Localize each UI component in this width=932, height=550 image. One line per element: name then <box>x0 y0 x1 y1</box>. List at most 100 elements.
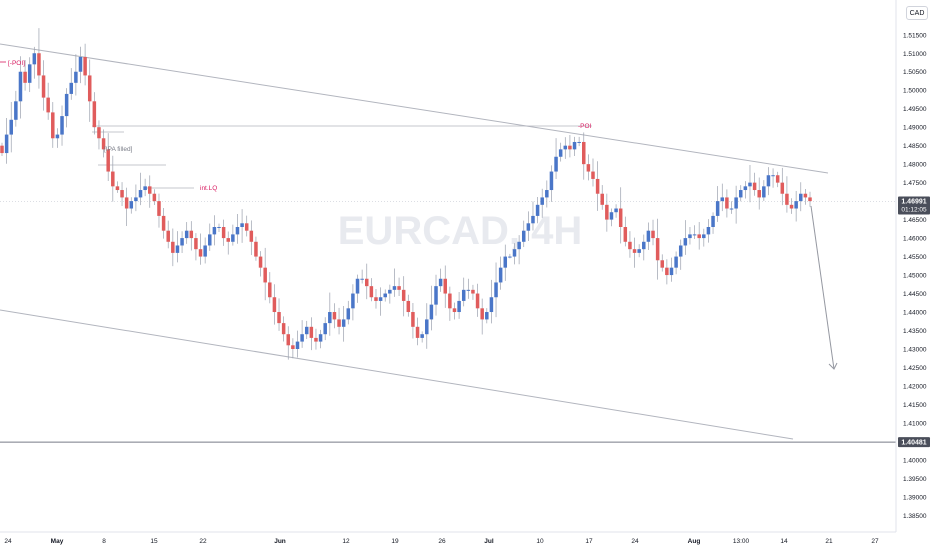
candle-up[interactable] <box>78 56 83 72</box>
annotation-poi-right[interactable]: -POI <box>578 123 592 130</box>
candle-down[interactable] <box>115 186 120 191</box>
candle-up[interactable] <box>711 215 715 227</box>
candle-down[interactable] <box>337 319 341 327</box>
candle-up[interactable] <box>180 238 184 246</box>
candle-up[interactable] <box>328 312 332 324</box>
candle-down[interactable] <box>582 141 586 165</box>
candle-down[interactable] <box>789 204 794 209</box>
candle-down[interactable] <box>161 215 166 231</box>
candle-down[interactable] <box>411 312 415 327</box>
candle-down[interactable] <box>480 308 484 320</box>
candle-up[interactable] <box>762 186 766 198</box>
candle-down[interactable] <box>244 223 249 231</box>
candle-down[interactable] <box>374 297 378 301</box>
candle-down[interactable] <box>780 182 785 194</box>
candle-down[interactable] <box>41 75 46 98</box>
candle-up[interactable] <box>231 234 235 242</box>
candle-down[interactable] <box>415 326 420 338</box>
candle-up[interactable] <box>392 286 397 290</box>
candle-down[interactable] <box>286 334 291 346</box>
candle-up[interactable] <box>799 193 803 202</box>
candle-down[interactable] <box>97 127 101 139</box>
candle-down[interactable] <box>397 286 401 290</box>
candle-up[interactable] <box>517 241 521 250</box>
candle-down[interactable] <box>803 193 808 198</box>
candle-up[interactable] <box>692 234 697 236</box>
candle-down[interactable] <box>651 230 655 239</box>
candle-up[interactable] <box>27 64 32 83</box>
candle-up[interactable] <box>18 71 23 102</box>
candle-up[interactable] <box>295 341 300 349</box>
candle-up[interactable] <box>794 201 798 209</box>
candle-up[interactable] <box>642 241 646 250</box>
candle-up[interactable] <box>14 101 18 120</box>
candle-down[interactable] <box>475 293 480 309</box>
time-axis[interactable]: 24 May 8 15 22 Jun 12 19 26 Jul 10 17 24 Aug 13:00 14 21… <box>0 531 896 545</box>
candle-up[interactable] <box>64 93 69 117</box>
candle-down[interactable] <box>189 230 194 239</box>
candle-down[interactable] <box>226 238 230 242</box>
candle-down[interactable] <box>277 312 281 324</box>
candle-up[interactable] <box>489 297 494 313</box>
candle-down[interactable] <box>258 256 263 268</box>
candle-down[interactable] <box>101 138 106 150</box>
candle-down[interactable] <box>471 289 475 294</box>
candle-up[interactable] <box>240 223 244 227</box>
candle-up[interactable] <box>609 212 614 220</box>
candle-up[interactable] <box>531 215 535 224</box>
channel-lower-line[interactable] <box>0 309 794 440</box>
candle-down[interactable] <box>655 238 660 261</box>
candle-down[interactable] <box>757 190 761 198</box>
candle-down[interactable] <box>83 56 87 76</box>
candle-up[interactable] <box>208 234 212 246</box>
candle-up[interactable] <box>715 201 720 216</box>
candle-down[interactable] <box>401 289 406 301</box>
candle-down[interactable] <box>775 175 780 183</box>
candle-up[interactable] <box>461 289 466 301</box>
candle-down[interactable] <box>171 241 175 253</box>
candle-up[interactable] <box>577 141 581 143</box>
candle-up[interactable] <box>521 230 526 242</box>
candle-down[interactable] <box>23 71 27 83</box>
projection-arrow[interactable] <box>810 205 838 370</box>
candle-up[interactable] <box>129 201 134 209</box>
candle-up[interactable] <box>355 278 360 294</box>
candle-down[interactable] <box>332 312 337 320</box>
candle-up[interactable] <box>549 171 554 191</box>
candle-up[interactable] <box>669 267 674 276</box>
candle-down[interactable] <box>198 249 203 257</box>
candle-up[interactable] <box>378 297 383 301</box>
candle-down[interactable] <box>51 112 55 139</box>
candle-up[interactable] <box>212 226 217 235</box>
candle-down[interactable] <box>221 226 226 239</box>
candle-up[interactable] <box>526 223 531 231</box>
candle-down[interactable] <box>254 241 258 257</box>
candle-up[interactable] <box>503 256 508 268</box>
candle-down[interactable] <box>268 282 272 298</box>
candle-up[interactable] <box>494 282 498 298</box>
candle-up[interactable] <box>738 190 743 198</box>
candle-up[interactable] <box>766 175 771 187</box>
candle-up[interactable] <box>614 208 618 213</box>
candle-down[interactable] <box>660 260 665 268</box>
candle-up[interactable] <box>540 197 544 205</box>
candle-down[interactable] <box>568 145 572 150</box>
candle-down[interactable] <box>272 297 277 313</box>
candle-up[interactable] <box>360 278 364 280</box>
candle-down[interactable] <box>632 249 637 253</box>
candle-up[interactable] <box>318 334 323 342</box>
candle-up[interactable] <box>4 134 9 154</box>
candle-up[interactable] <box>678 245 683 257</box>
candle-up[interactable] <box>512 249 517 257</box>
currency-button[interactable]: CAD <box>906 6 928 20</box>
candle-up[interactable] <box>9 119 13 135</box>
candle-up[interactable] <box>646 230 651 242</box>
candle-up[interactable] <box>771 175 775 177</box>
candle-down[interactable] <box>120 190 124 198</box>
candle-up[interactable] <box>508 256 512 258</box>
candle-up[interactable] <box>304 326 309 335</box>
candle-down[interactable] <box>600 193 604 205</box>
candle-up[interactable] <box>217 226 221 228</box>
candle-down[interactable] <box>281 323 286 335</box>
candle-up[interactable] <box>323 323 327 335</box>
